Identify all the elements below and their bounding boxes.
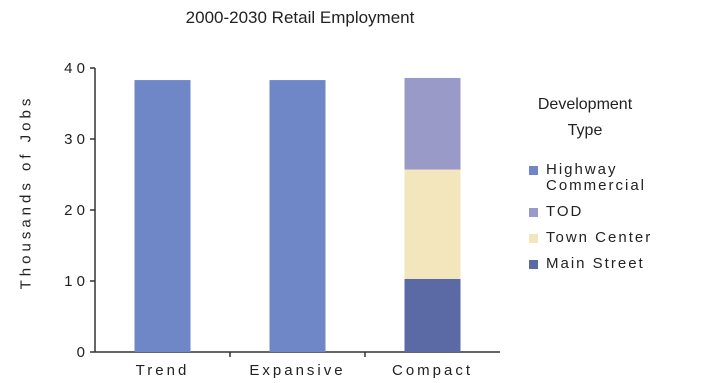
legend-swatch [529, 208, 538, 217]
legend-label: Main Street [546, 255, 645, 272]
chart-title: 2000-2030 Retail Employment [185, 8, 415, 27]
legend-label: Highway Commercial [546, 161, 647, 194]
legend-label: Town Center [546, 229, 653, 246]
legend-item: TOD [520, 204, 719, 220]
bar-trend-highway-commercial [134, 80, 191, 352]
legend-label: TOD [546, 203, 584, 220]
legend-item: Highway Commercial [520, 162, 719, 194]
legend-items: Highway Commercial TOD Town Center Main Str… [520, 162, 719, 272]
legend-swatch [529, 234, 538, 243]
y-tick-label: 4 0 [64, 60, 85, 77]
legend-swatch [529, 166, 538, 175]
y-tick-label: 2 0 [64, 202, 85, 219]
legend-title: Development Type [537, 96, 633, 139]
bar-compact-tod [404, 77, 461, 170]
y-tick-label: 3 0 [64, 131, 85, 148]
legend-swatch [529, 260, 538, 269]
x-tick-label: Expansive [249, 362, 345, 379]
y-tick-label: 1 0 [64, 273, 85, 290]
bar-compact-main-street [404, 278, 461, 352]
bar-compact-town-center [404, 169, 461, 279]
legend-item: Main Street [520, 256, 719, 272]
y-axis-label: Thousands of Jobs [17, 94, 35, 290]
x-tick-label: Compact [392, 362, 473, 379]
legend: Development Type Highway Commercial TOD To… [520, 92, 719, 282]
legend-item: Town Center [520, 230, 719, 246]
y-tick-label: 0 [77, 344, 85, 361]
x-tick-label: Trend [136, 362, 190, 379]
bar-expansive-highway-commercial [269, 80, 326, 352]
